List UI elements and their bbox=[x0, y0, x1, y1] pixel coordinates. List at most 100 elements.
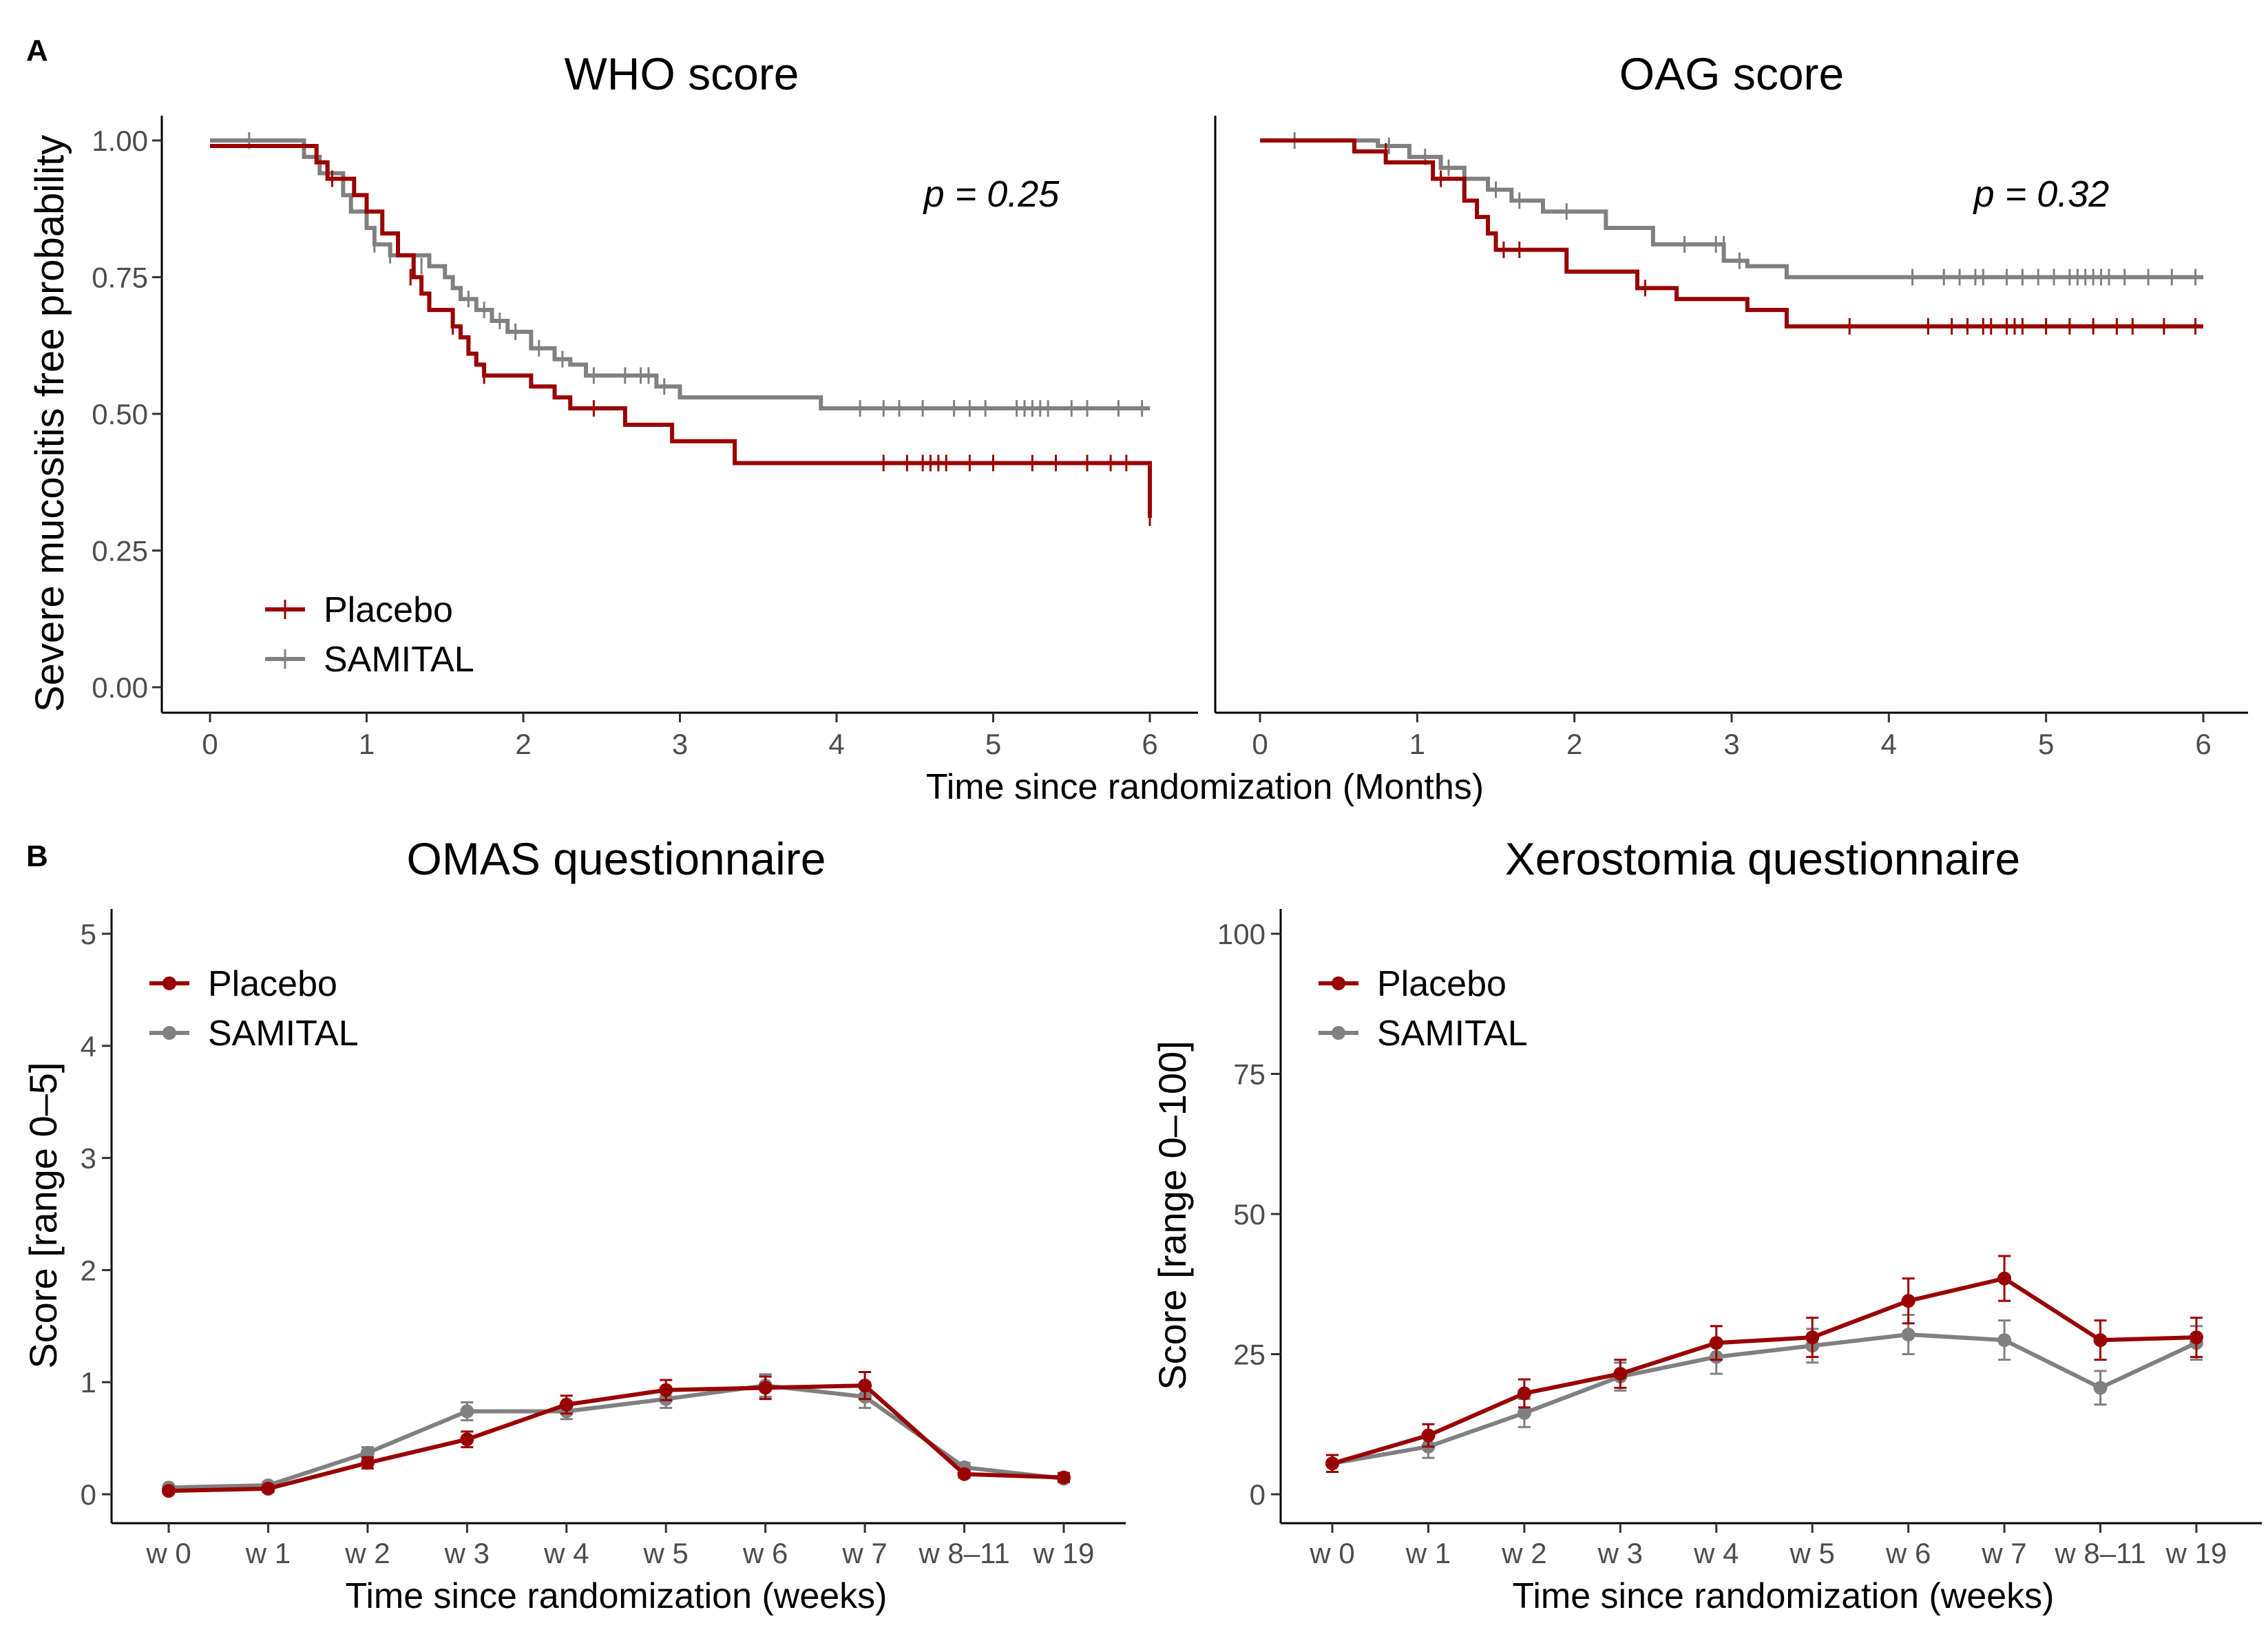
omas-placebo-point bbox=[162, 1484, 176, 1498]
who-y-tick-label: 0.25 bbox=[92, 535, 148, 567]
who-y-tick-label: 0.00 bbox=[92, 671, 148, 704]
omas-placebo-point bbox=[559, 1397, 574, 1412]
who-chart: WHO score 0 1 2 3 4 5 6 0.00 0.25 0.50 0.75 1.00 p = … bbox=[92, 48, 1198, 760]
xero-y-tick-label: 50 bbox=[1233, 1198, 1266, 1231]
who-x-tick-label: 1 bbox=[359, 728, 375, 760]
omas-y-tick-label: 1 bbox=[81, 1366, 96, 1399]
xero-legend-label-samital: SAMITAL bbox=[1377, 1014, 1528, 1054]
omas-placebo-line bbox=[168, 1383, 1064, 1494]
xero-title: Xerostomia questionnaire bbox=[1505, 833, 2020, 884]
omas-placebo-point bbox=[460, 1432, 474, 1447]
oag-x-tick-label: 1 bbox=[1409, 728, 1425, 760]
oag-x-tick-label: 6 bbox=[2195, 728, 2211, 760]
xero-placebo-point bbox=[1517, 1386, 1531, 1401]
oag-x-tick-label: 2 bbox=[1566, 728, 1582, 760]
xero-x-tick-label: w 7 bbox=[1981, 1537, 2026, 1569]
xero-placebo-point bbox=[1805, 1330, 1820, 1345]
who-y-tick-label: 0.75 bbox=[92, 262, 148, 294]
xero-placebo-line bbox=[1332, 1276, 2197, 1466]
who-p-value: p = 0.25 bbox=[923, 174, 1060, 215]
omas-y-tick-label: 3 bbox=[81, 1142, 96, 1175]
omas-y-tick-label: 2 bbox=[81, 1254, 96, 1286]
xero-placebo-point bbox=[1901, 1294, 1915, 1308]
omas-y-tick-label: 0 bbox=[81, 1478, 96, 1511]
xero-x-tick-label: w 5 bbox=[1789, 1537, 1835, 1569]
omas-x-tick-label: w 6 bbox=[742, 1537, 788, 1569]
omas-x-tick-label: w 0 bbox=[145, 1537, 191, 1569]
xero-x-tick-label: w 2 bbox=[1501, 1537, 1546, 1569]
omas-x-tick-label: w 3 bbox=[444, 1537, 490, 1569]
xero-y-tick-label: 75 bbox=[1233, 1058, 1266, 1091]
omas-x-tick-label: w 2 bbox=[344, 1537, 390, 1569]
oag-chart: OAG score 0 1 2 3 4 5 6 p = 0.32 bbox=[1214, 48, 2248, 760]
who-x-tick-label: 0 bbox=[202, 728, 218, 760]
omas-x-tick-label: w 19 bbox=[1033, 1537, 1095, 1569]
xero-samital-point bbox=[1517, 1405, 1531, 1420]
who-x-tick-label: 3 bbox=[672, 728, 688, 760]
omas-placebo-point bbox=[758, 1381, 773, 1395]
who-samital-survival-curve bbox=[210, 138, 1150, 411]
xero-x-tick-label: w 6 bbox=[1885, 1537, 1931, 1569]
oag-x-tick-label: 5 bbox=[2038, 728, 2054, 760]
omas-title: OMAS questionnaire bbox=[407, 833, 826, 884]
shared-y-axis-label-a: Severe mucositis free probability bbox=[28, 135, 72, 712]
xero-x-tick-label: w 19 bbox=[2165, 1537, 2227, 1569]
xero-samital-point bbox=[2093, 1381, 2108, 1395]
xero-placebo-point bbox=[1709, 1336, 1723, 1350]
omas-legend-key-dot-placebo bbox=[162, 976, 176, 990]
omas-x-axis-label: Time since randomization (weeks) bbox=[345, 1576, 887, 1616]
omas-x-tick-label: w 8–11 bbox=[918, 1537, 1009, 1569]
xero-x-tick-label: w 3 bbox=[1597, 1537, 1643, 1569]
xero-placebo-point bbox=[2190, 1330, 2203, 1345]
who-legend-label-placebo: Placebo bbox=[324, 590, 453, 630]
xero-x-tick-label: w 0 bbox=[1309, 1537, 1354, 1569]
xero-x-axis-label: Time since randomization (weeks) bbox=[1512, 1576, 2054, 1616]
xero-placebo-point bbox=[1997, 1271, 2012, 1286]
oag-title: OAG score bbox=[1619, 48, 1844, 99]
oag-placebo-survival-curve bbox=[1260, 138, 2203, 328]
xero-chart: Xerostomia questionnaire w 0 w 1 w 2 w 3 w 4 w… bbox=[1151, 833, 2262, 1616]
omas-chart: OMAS questionnaire w 0 w 1 w 2 w 3 w 4 w 5 w 6 w… bbox=[21, 833, 1126, 1616]
xero-placebo-point bbox=[1421, 1428, 1436, 1443]
omas-placebo-point bbox=[360, 1456, 375, 1470]
who-y-tick-label: 0.50 bbox=[92, 398, 148, 430]
xero-y-tick-label: 100 bbox=[1217, 918, 1266, 950]
panel-b-label: B bbox=[26, 839, 48, 873]
omas-legend-label-samital: SAMITAL bbox=[208, 1014, 359, 1054]
omas-x-tick-label: w 1 bbox=[245, 1537, 291, 1569]
xero-y-axis-label: Score [range 0–100] bbox=[1151, 1040, 1194, 1390]
xero-legend-label-placebo: Placebo bbox=[1377, 964, 1506, 1004]
xero-legend-key-dot-samital bbox=[1332, 1026, 1345, 1040]
omas-samital-point bbox=[460, 1404, 474, 1419]
oag-x-tick-label: 3 bbox=[1723, 728, 1739, 760]
who-y-tick-label: 1.00 bbox=[92, 125, 148, 157]
who-placebo-survival-curve bbox=[210, 143, 1152, 518]
xero-samital-point bbox=[1901, 1328, 1915, 1342]
who-title: WHO score bbox=[564, 48, 799, 99]
panel-a-label: A bbox=[26, 34, 48, 67]
shared-x-axis-label-a: Time since randomization (Months) bbox=[926, 767, 1484, 807]
xero-placebo-point bbox=[1613, 1366, 1628, 1381]
omas-placebo-point bbox=[261, 1481, 275, 1496]
omas-y-tick-label: 4 bbox=[81, 1030, 96, 1063]
omas-legend-label-placebo: Placebo bbox=[208, 964, 337, 1004]
omas-x-tick-label: w 4 bbox=[543, 1537, 589, 1569]
who-legend-label-samital: SAMITAL bbox=[324, 640, 474, 680]
omas-placebo-point bbox=[858, 1379, 872, 1393]
who-x-tick-label: 6 bbox=[1142, 728, 1157, 760]
xero-samital-point bbox=[1997, 1333, 2012, 1348]
xero-x-tick-label: w 8–11 bbox=[2054, 1537, 2145, 1569]
xero-placebo-point bbox=[2093, 1333, 2108, 1348]
xero-y-tick-label: 25 bbox=[1233, 1339, 1266, 1371]
omas-x-tick-label: w 5 bbox=[643, 1537, 689, 1569]
omas-samital-line bbox=[168, 1383, 1064, 1490]
xero-samital-line bbox=[1332, 1332, 2198, 1466]
xero-placebo-point bbox=[1325, 1456, 1339, 1471]
who-x-tick-label: 5 bbox=[985, 728, 1001, 760]
omas-y-tick-label: 5 bbox=[81, 918, 96, 950]
xero-x-tick-label: w 4 bbox=[1693, 1537, 1739, 1569]
oag-x-tick-label: 0 bbox=[1252, 728, 1268, 760]
omas-x-tick-label: w 7 bbox=[841, 1537, 887, 1569]
omas-placebo-point bbox=[1057, 1470, 1071, 1485]
xero-y-tick-label: 0 bbox=[1250, 1478, 1266, 1511]
